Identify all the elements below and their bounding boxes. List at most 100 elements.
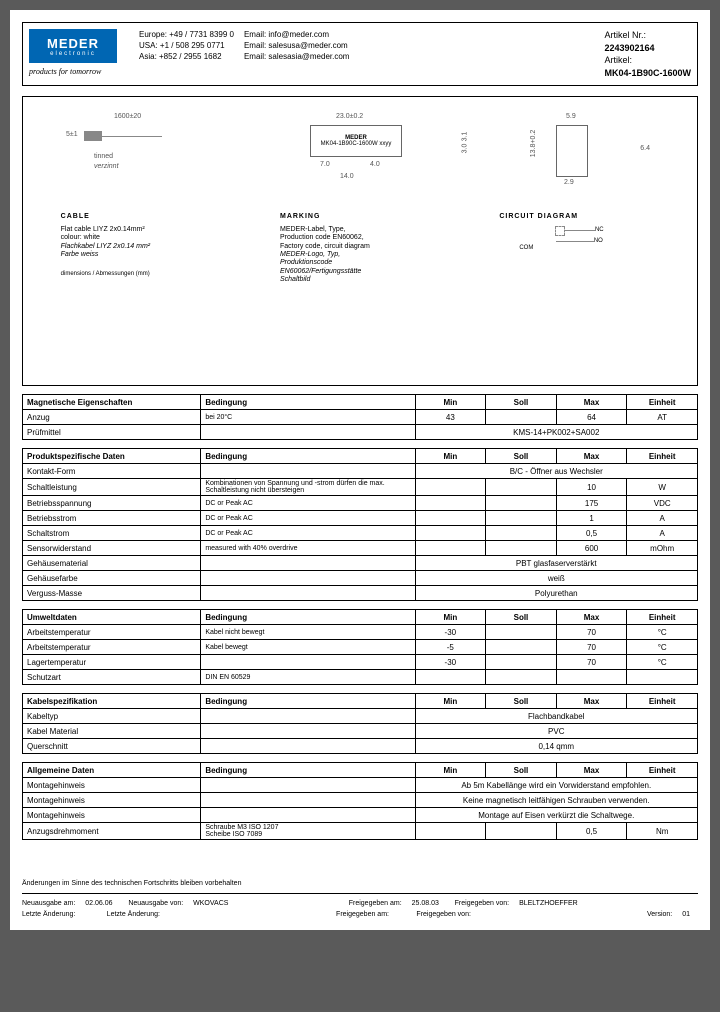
einheit-cell: AT — [627, 410, 698, 425]
max-cell: 1 — [556, 511, 627, 526]
cond-cell — [201, 556, 415, 571]
table-row: Kontakt-FormB/C - Öffner aus Wechsler — [23, 464, 698, 479]
table-header: Min — [415, 694, 486, 709]
table-header: Min — [415, 449, 486, 464]
footer-label: Neuausgabe am: — [22, 900, 75, 907]
footer-label: Freigegeben am: — [349, 900, 402, 907]
spec-table-magnetische: Magnetische EigenschaftenBedingungMinSol… — [22, 394, 698, 440]
cond-cell: measured with 40% overdrive — [201, 541, 415, 556]
table-row: GehäusematerialPBT glasfaserverstärkt — [23, 556, 698, 571]
marking-caption: MARKING MEDER-Label, Type, Production co… — [280, 213, 440, 284]
max-cell: 70 — [556, 655, 627, 670]
param-cell: Montagehinweis — [23, 793, 201, 808]
cond-cell: DC or Peak AC — [201, 526, 415, 541]
table-header: Soll — [486, 763, 557, 778]
dim-label: 1600±20 — [114, 113, 141, 120]
cond-cell — [201, 778, 415, 793]
side-view-drawing: 5.9 13.8+0.2 6.4 2.9 — [556, 125, 636, 177]
artikel-nr: 2243902164 — [604, 42, 691, 55]
dim-label: 3.1 — [462, 132, 469, 142]
caption-line: EN60062/Fertigungsstätte — [280, 268, 440, 276]
soll-cell — [486, 410, 557, 425]
caption-line: Flat cable LIYZ 2x0.14mm² — [61, 226, 221, 234]
min-cell: 43 — [415, 410, 486, 425]
param-cell: Verguss-Masse — [23, 586, 201, 601]
contact-line: Asia: +852 / 2955 1682 — [139, 51, 234, 62]
table-row: Querschnitt0,14 qmm — [23, 739, 698, 754]
table-header: Einheit — [627, 763, 698, 778]
span-cell: Polyurethan — [415, 586, 697, 601]
table-row: SchutzartDIN EN 60529 — [23, 670, 698, 685]
table-row: ArbeitstemperaturKabel bewegt-570°C — [23, 640, 698, 655]
cond-cell: DC or Peak AC — [201, 511, 415, 526]
param-cell: Anzugsdrehmoment — [23, 823, 201, 840]
table-header: Einheit — [627, 395, 698, 410]
disclaimer: Änderungen im Sinne des technischen Fort… — [22, 880, 698, 887]
table-row: Kabeltyp Flachbandkabel — [23, 709, 698, 724]
dim-label: 13.8+0.2 — [530, 130, 537, 157]
spec-table-kabel: KabelspezifikationBedingungMinSollMaxEin… — [22, 693, 698, 754]
soll-cell — [486, 625, 557, 640]
param-cell: Montagehinweis — [23, 778, 201, 793]
max-cell: 175 — [556, 496, 627, 511]
span-cell: KMS-14+PK002+SA002 — [415, 425, 697, 440]
soll-cell — [486, 479, 557, 496]
header-box: MEDER electronic products for tomorrow E… — [22, 22, 698, 86]
einheit-cell — [627, 670, 698, 685]
dim-label: 6.4 — [640, 145, 650, 152]
cond-cell — [201, 739, 415, 754]
dim-label: 7.0 — [320, 161, 330, 168]
tables-container: Magnetische EigenschaftenBedingungMinSol… — [22, 394, 698, 840]
table-header: Bedingung — [201, 763, 415, 778]
dim-label: 3.0 — [462, 144, 469, 154]
caption-line: Factory code, circuit diagram — [280, 243, 440, 251]
span-cell: weiß — [415, 571, 697, 586]
soll-cell — [486, 526, 557, 541]
cable-drawing: 1600±20 5±1 tinned verzinnt — [84, 125, 204, 177]
footer-label: Letzte Änderung: — [107, 911, 160, 918]
param-cell: Gehäusefarbe — [23, 571, 201, 586]
cond-cell — [201, 425, 415, 440]
dim-label: tinned — [94, 153, 113, 160]
circuit-box — [555, 226, 565, 236]
min-cell: -5 — [415, 640, 486, 655]
cond-cell — [201, 586, 415, 601]
spec-table-allgemeine: Allgemeine DatenBedingungMinSollMaxEinhe… — [22, 762, 698, 840]
contact-phones: Europe: +49 / 7731 8399 0 USA: +1 / 508 … — [139, 29, 234, 79]
table-header: Soll — [486, 610, 557, 625]
table-header: Einheit — [627, 694, 698, 709]
caption-line: Farbe weiss — [61, 251, 221, 259]
einheit-cell: mOhm — [627, 541, 698, 556]
max-cell — [556, 670, 627, 685]
span-cell: Ab 5m Kabellänge wird ein Vorwiderstand … — [415, 778, 697, 793]
component-drawing: 23.0±0.2 MEDER MK04-1B90C-1600W xxyy 3.1… — [310, 125, 450, 177]
logo-sub: electronic — [50, 51, 96, 57]
min-cell: -30 — [415, 625, 486, 640]
dim-note: dimensions / Abmessungen (mm) — [61, 271, 221, 278]
span-cell: Keine magnetisch leitfähigen Schrauben v… — [415, 793, 697, 808]
param-cell: Lagertemperatur — [23, 655, 201, 670]
param-cell: Gehäusematerial — [23, 556, 201, 571]
span-cell: Flachbandkabel — [415, 709, 697, 724]
footer-value: 02.06.06 — [85, 900, 112, 907]
cond-cell: DC or Peak AC — [201, 496, 415, 511]
circuit-no: NO — [594, 238, 603, 245]
caption-line: Produktionscode — [280, 259, 440, 267]
table-row: ArbeitstemperaturKabel nicht bewegt-3070… — [23, 625, 698, 640]
param-cell: Schutzart — [23, 670, 201, 685]
cond-cell: Schraube M3 ISO 1207Scheibe ISO 7089 — [201, 823, 415, 840]
table-header: Min — [415, 395, 486, 410]
max-cell: 64 — [556, 410, 627, 425]
spec-table-umwelt: UmweltdatenBedingungMinSollMaxEinheitArb… — [22, 609, 698, 685]
table-row: PrüfmittelKMS-14+PK002+SA002 — [23, 425, 698, 440]
einheit-cell: Nm — [627, 823, 698, 840]
max-cell: 0,5 — [556, 526, 627, 541]
caption-title: CABLE — [61, 213, 221, 221]
param-cell: Kabeltyp — [23, 709, 201, 724]
artikel-label: Artikel: — [604, 54, 691, 67]
meder-logo: MEDER electronic — [29, 29, 117, 63]
einheit-cell: A — [627, 511, 698, 526]
einheit-cell: °C — [627, 625, 698, 640]
span-cell: 0,14 qmm — [415, 739, 697, 754]
param-cell: Sensorwiderstand — [23, 541, 201, 556]
